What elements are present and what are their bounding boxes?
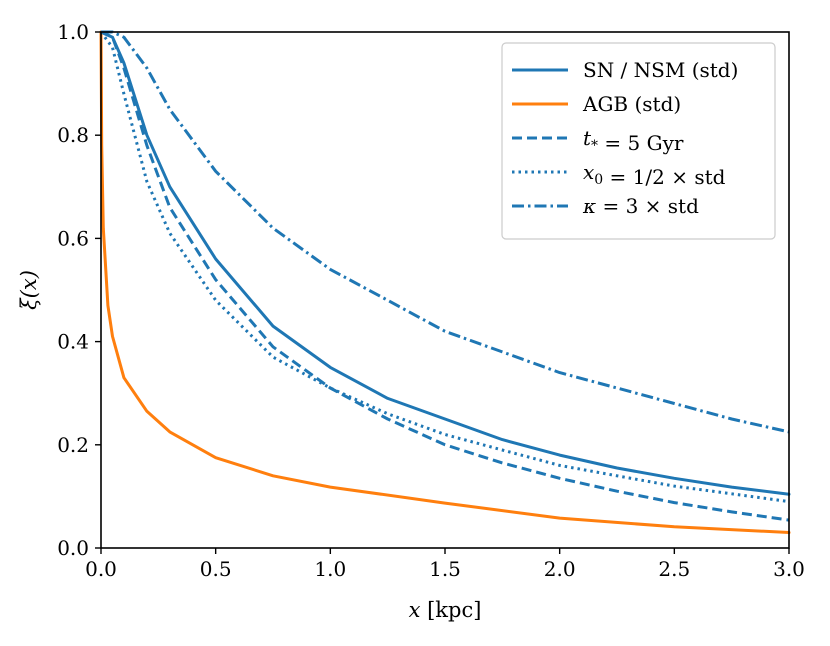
x-tick-label: 2.5 (658, 557, 690, 581)
series-line-4 (99, 31, 790, 504)
x-tick-label: 2.0 (544, 557, 576, 581)
legend-label-1: SN / NSM (std) (583, 58, 738, 82)
legend-label-3: t* = 5 Gyr (583, 126, 684, 155)
x-axis-unit: [kpc] (420, 598, 481, 622)
x-tick-label: 0.5 (200, 557, 232, 581)
x-axis-label: x [kpc] (409, 598, 482, 622)
x-tick-label: 1.0 (314, 557, 346, 581)
y-tick-label: 0.6 (57, 226, 89, 250)
x-tick-label: 1.5 (429, 557, 461, 581)
legend-label-2: AGB (std) (582, 92, 681, 116)
ticks-layer: 0.0 0.5 1.0 1.5 2.0 2.5 3.0 0.0 0.2 0.4 0.6 0.8 1.0 (57, 20, 805, 581)
series-line-2 (99, 30, 791, 534)
y-tick-label: 0.2 (57, 433, 89, 457)
x-axis-variable: x (409, 598, 421, 622)
series-line-3 (100, 30, 790, 522)
legend-label-4: x0 = 1/2 × std (583, 160, 726, 189)
x-tick-label: 3.0 (773, 557, 805, 581)
y-tick-label: 0.0 (57, 536, 89, 560)
legend-label-5: κ = 3 × std (582, 194, 699, 218)
legend: SN / NSM (std) AGB (std) t* = 5 Gyr x0 = 1/… (501, 42, 776, 240)
series-line-5 (101, 30, 790, 434)
y-axis-label: ξ(x) (17, 270, 41, 310)
x-tick-label: 0.0 (85, 557, 117, 581)
y-tick-label: 1.0 (57, 20, 89, 44)
y-tick-label: 0.8 (57, 123, 89, 147)
series-line-1 (99, 30, 791, 496)
series-layer (99, 30, 791, 534)
legend-box (501, 42, 776, 240)
y-tick-label: 0.4 (57, 330, 89, 354)
